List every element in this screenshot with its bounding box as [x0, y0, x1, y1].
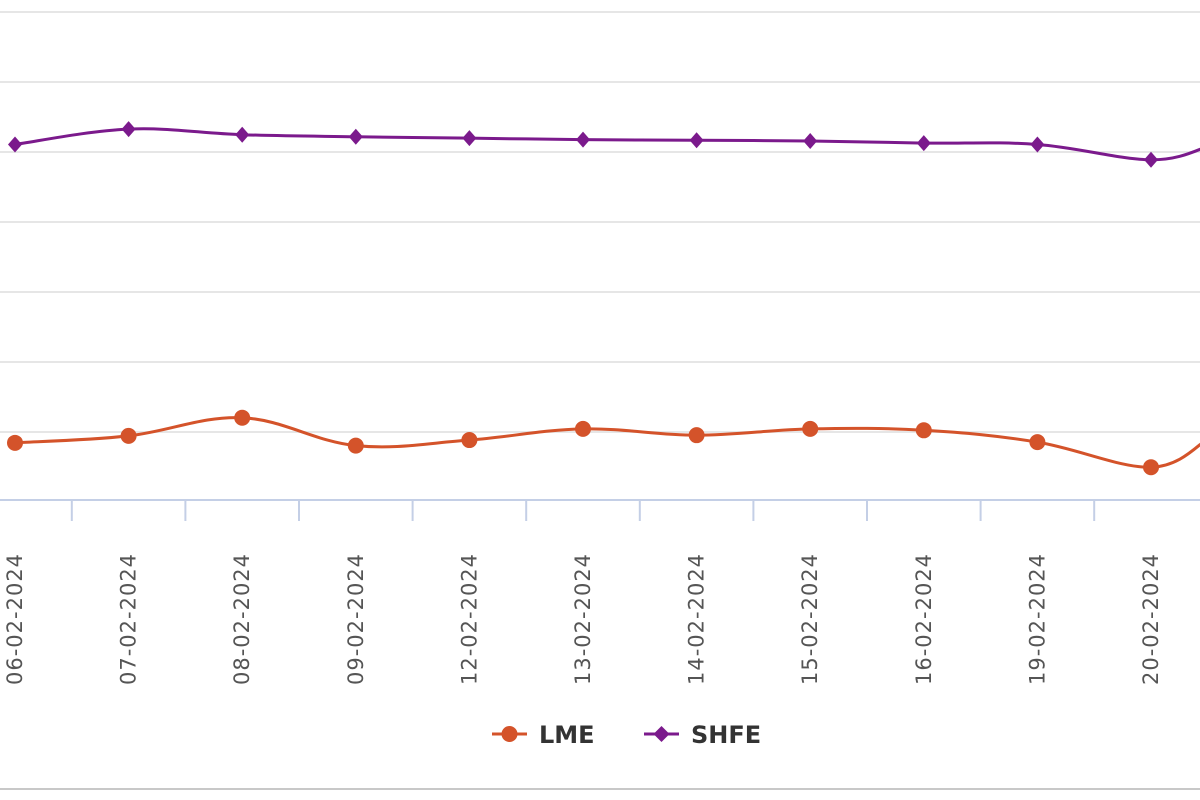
x-tick-label: 16-02-2024: [912, 553, 936, 685]
x-tick-label: 08-02-2024: [230, 553, 254, 685]
shfe-point[interactable]: [689, 132, 704, 149]
legend-lme-marker: [501, 726, 518, 742]
lme-point[interactable]: [347, 437, 364, 454]
lme-point[interactable]: [1143, 459, 1159, 476]
shfe-point[interactable]: [121, 121, 136, 138]
series-shfe-line: [14, 127, 1200, 162]
lme-point[interactable]: [234, 409, 251, 426]
lme-point[interactable]: [688, 427, 705, 444]
x-tick-label: 09-02-2024: [344, 553, 368, 685]
shfe-point[interactable]: [1030, 136, 1045, 153]
lme-point[interactable]: [1029, 434, 1046, 451]
lme-point[interactable]: [7, 434, 23, 451]
series-shfe: [8, 121, 1200, 168]
shfe-point[interactable]: [576, 131, 590, 148]
lme-point[interactable]: [575, 420, 591, 437]
shfe-point[interactable]: [916, 135, 931, 152]
grid-lines: [0, 11, 1200, 433]
shfe-point[interactable]: [8, 136, 22, 153]
x-tick-label: 19-02-2024: [1025, 553, 1049, 685]
legend-shfe-label: SHFE: [691, 721, 761, 749]
shfe-point[interactable]: [803, 132, 818, 149]
x-tick-label: 06-02-2024: [3, 553, 27, 685]
x-tick-label: 07-02-2024: [117, 553, 141, 685]
legend-lme-label: LME: [539, 721, 595, 749]
shfe-point[interactable]: [235, 126, 250, 143]
legend-item-lme[interactable]: LME: [492, 721, 595, 749]
x-tick-label: 20-02-2024: [1139, 553, 1163, 685]
lme-point[interactable]: [915, 422, 932, 439]
lme-point[interactable]: [461, 432, 478, 449]
x-tick-label: 13-02-2024: [571, 553, 595, 685]
x-tick-label: 12-02-2024: [457, 553, 481, 685]
shfe-point[interactable]: [462, 130, 477, 147]
shfe-point[interactable]: [348, 128, 363, 145]
lme-point[interactable]: [120, 427, 137, 444]
legend-item-shfe[interactable]: SHFE: [644, 721, 761, 749]
series-layer: [7, 121, 1200, 476]
x-tick-label: 15-02-2024: [798, 553, 822, 685]
x-axis: 06-02-2024 07-02-2024 08-02-2024 09-02-2024…: [0, 499, 1200, 685]
x-tick-label: 14-02-2024: [685, 553, 709, 685]
series-lme: [7, 409, 1200, 476]
lme-point[interactable]: [802, 420, 819, 437]
shfe-point[interactable]: [1144, 151, 1158, 168]
legend-shfe-marker: [653, 726, 670, 742]
legend: LME SHFE: [492, 721, 761, 749]
series-lme-line: [14, 416, 1200, 469]
